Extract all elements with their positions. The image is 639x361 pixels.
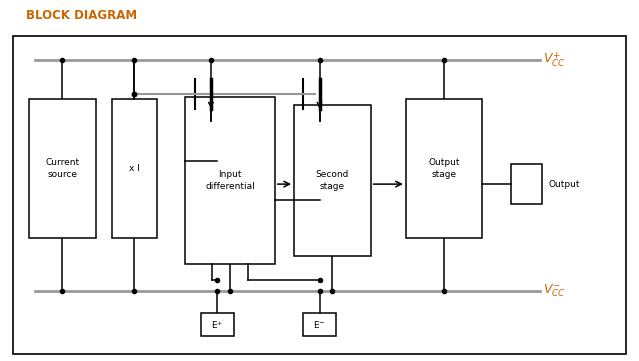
- Bar: [406, 99, 482, 238]
- Text: BLOCK DIAGRAM: BLOCK DIAGRAM: [26, 9, 137, 22]
- Bar: [294, 105, 371, 256]
- Bar: [13, 36, 626, 354]
- Text: Input
differential: Input differential: [205, 170, 255, 191]
- Bar: [303, 313, 336, 336]
- Text: Second
stage: Second stage: [316, 170, 349, 191]
- Bar: [511, 164, 542, 204]
- Text: Output: Output: [548, 180, 580, 188]
- Text: Current
source: Current source: [45, 158, 79, 179]
- Text: Output
stage: Output stage: [428, 158, 460, 179]
- Bar: [29, 99, 96, 238]
- Text: $V_{CC}^{+}$: $V_{CC}^{+}$: [543, 50, 566, 69]
- Text: E$^{-}$: E$^{-}$: [313, 319, 326, 330]
- Text: x I: x I: [128, 164, 140, 173]
- Bar: [201, 313, 234, 336]
- Bar: [185, 97, 275, 264]
- Bar: [112, 99, 157, 238]
- Text: E$^{+}$: E$^{+}$: [211, 319, 224, 331]
- Text: $V_{CC}^{-}$: $V_{CC}^{-}$: [543, 282, 566, 299]
